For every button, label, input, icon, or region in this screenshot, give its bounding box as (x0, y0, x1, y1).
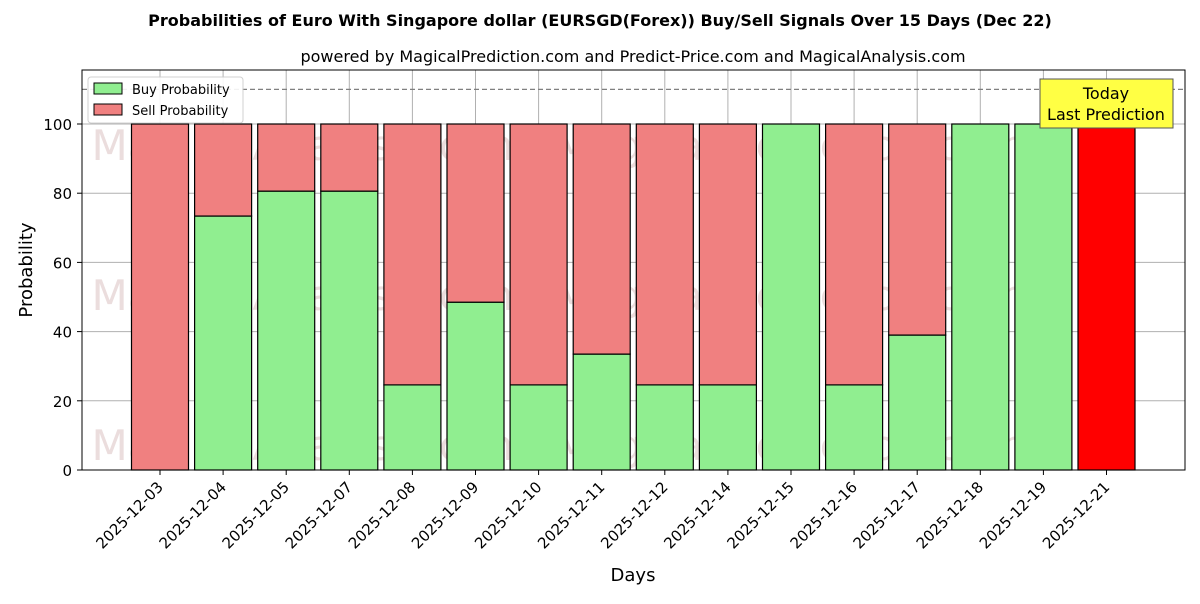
bar-sell (1077, 123, 1136, 471)
bar-buy (320, 190, 379, 471)
bar-buy (761, 123, 821, 471)
bar-sell (824, 123, 884, 386)
annotation-box (1039, 78, 1174, 129)
bar-sell (130, 123, 190, 471)
x-tick-label: 2025-12-14 (660, 478, 734, 552)
y-tick-label: 60 (53, 254, 72, 272)
bar-sell (320, 123, 379, 192)
x-axis-label: Days (611, 565, 656, 586)
bar-buy (572, 353, 631, 471)
annotation-line2: Last Prediction (1047, 105, 1165, 124)
x-tick-label: 2025-12-17 (850, 478, 924, 552)
legend: Buy Probability Sell Probability (87, 76, 244, 124)
bar-sell (446, 123, 505, 303)
x-tick-label: 2025-12-16 (787, 478, 861, 552)
legend-label-sell: Sell Probability (132, 104, 229, 119)
x-tick-label: 2025-12-09 (408, 478, 482, 552)
x-tick-label: 2025-12-05 (219, 478, 293, 552)
bar-buy (257, 190, 316, 471)
bar-sell (383, 123, 442, 386)
x-tick-label: 2025-12-07 (282, 478, 356, 552)
chart-subtitle: powered by MagicalPrediction.com and Pre… (300, 47, 965, 66)
x-tick-label: 2025-12-21 (1039, 478, 1113, 552)
bar-buy (509, 384, 568, 471)
bar-buy (446, 301, 505, 471)
x-tick-label: 2025-12-12 (597, 478, 671, 552)
legend-swatch-sell (93, 103, 123, 116)
bar-sell (509, 123, 568, 386)
x-tick-label: 2025-12-04 (156, 478, 230, 552)
x-tick-label: 2025-12-10 (471, 478, 545, 552)
bar-sell (194, 123, 253, 217)
y-tick-label: 80 (53, 185, 72, 203)
bar-buy (194, 215, 253, 471)
x-tick-label: 2025-12-15 (723, 478, 797, 552)
bar-sell (888, 123, 947, 336)
plot-frame (81, 69, 1186, 471)
bar-sell (572, 123, 631, 355)
x-tick-label: 2025-12-03 (92, 478, 166, 552)
bar-buy (951, 123, 1010, 471)
bar-buy (383, 384, 442, 471)
bar-buy (635, 384, 694, 471)
x-tick-label: 2025-12-08 (345, 478, 419, 552)
y-tick-label: 40 (53, 324, 72, 342)
bar-sell (635, 123, 694, 386)
y-tick-label: 0 (62, 462, 72, 480)
legend-box (87, 76, 244, 124)
legend-label-buy: Buy Probability (132, 83, 230, 98)
bar-buy (824, 384, 884, 471)
bar-sell (257, 123, 316, 192)
bar-buy (888, 334, 947, 471)
bar-sell (698, 123, 758, 386)
x-tick-label: 2025-12-11 (534, 478, 608, 552)
y-axis-label: Probability (16, 222, 37, 317)
today-annotation: Today Last Prediction (1039, 78, 1174, 129)
legend-swatch-buy (93, 82, 123, 95)
bar-buy (1014, 123, 1073, 471)
chart-title: Probabilities of Euro With Singapore dol… (148, 11, 1052, 30)
y-tick-label: 100 (43, 116, 72, 134)
x-tick-label: 2025-12-18 (913, 478, 987, 552)
y-tick-label: 20 (53, 393, 72, 411)
x-tick-label: 2025-12-19 (976, 478, 1050, 552)
bar-buy (698, 384, 758, 471)
annotation-line1: Today (1082, 84, 1129, 103)
